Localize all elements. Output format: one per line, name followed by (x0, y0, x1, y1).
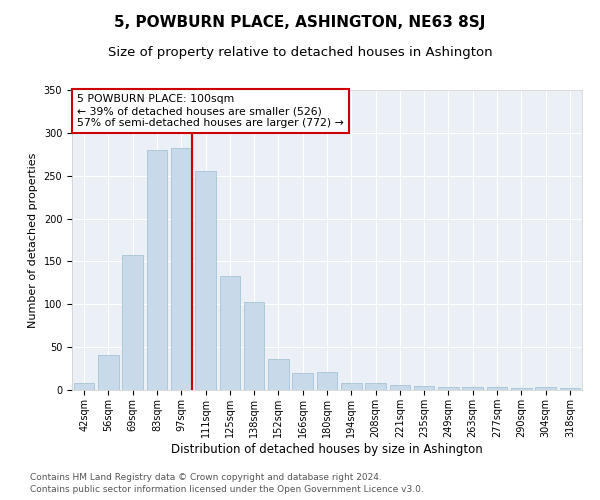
Bar (511, 388, 532, 390)
Bar (220, 276, 240, 390)
Bar (292, 373, 313, 390)
Bar (74, 383, 94, 390)
Bar (365, 383, 386, 390)
Bar (98, 355, 119, 390)
Bar (389, 385, 410, 390)
Text: 5 POWBURN PLACE: 100sqm
← 39% of detached houses are smaller (526)
57% of semi-d: 5 POWBURN PLACE: 100sqm ← 39% of detache… (77, 94, 344, 128)
Bar (317, 372, 337, 390)
Text: Contains HM Land Registry data © Crown copyright and database right 2024.: Contains HM Land Registry data © Crown c… (30, 474, 382, 482)
Bar (171, 148, 191, 390)
Bar (122, 256, 143, 390)
Bar (195, 170, 216, 390)
Bar (487, 388, 508, 390)
Bar (463, 388, 483, 390)
Bar (244, 302, 265, 390)
Bar (268, 359, 289, 390)
X-axis label: Distribution of detached houses by size in Ashington: Distribution of detached houses by size … (171, 442, 483, 456)
Bar (146, 150, 167, 390)
Bar (535, 388, 556, 390)
Bar (560, 388, 580, 390)
Y-axis label: Number of detached properties: Number of detached properties (28, 152, 38, 328)
Bar (414, 386, 434, 390)
Text: 5, POWBURN PLACE, ASHINGTON, NE63 8SJ: 5, POWBURN PLACE, ASHINGTON, NE63 8SJ (115, 15, 485, 30)
Text: Size of property relative to detached houses in Ashington: Size of property relative to detached ho… (107, 46, 493, 59)
Text: Contains public sector information licensed under the Open Government Licence v3: Contains public sector information licen… (30, 485, 424, 494)
Bar (341, 383, 362, 390)
Bar (438, 388, 459, 390)
